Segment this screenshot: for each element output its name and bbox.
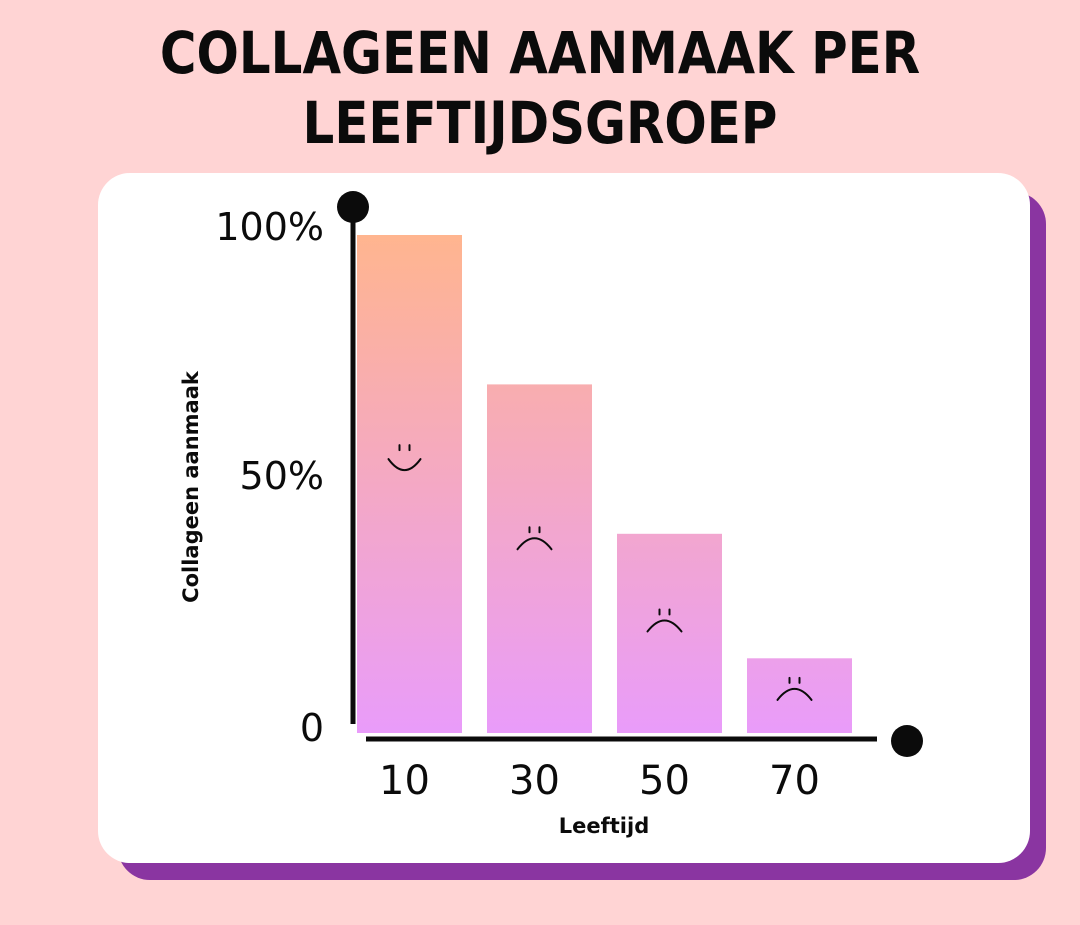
x-tick-label: 50 (639, 758, 690, 804)
x-tick-labels: 10 30 50 70 (379, 758, 820, 804)
sad-face-icon (516, 526, 553, 551)
bar-50 (617, 533, 722, 733)
y-axis-endpoint (337, 191, 369, 223)
bar-30 (487, 384, 592, 733)
x-axis-endpoint (891, 725, 923, 757)
bar-10 (357, 235, 462, 733)
bar-70 (747, 658, 852, 733)
faces-group (387, 444, 813, 701)
y-tick-label: 100% (215, 205, 324, 249)
y-tick-labels: 0 50% 100% (215, 205, 324, 750)
sad-face-icon (776, 676, 813, 701)
y-tick-label: 50% (240, 454, 324, 498)
x-tick-label: 70 (769, 758, 820, 804)
x-tick-label: 30 (509, 758, 560, 804)
smiley-face-icon (387, 444, 422, 472)
y-axis-label: Collageen aanmaak (179, 370, 203, 603)
x-axis-label: Leeftijd (559, 814, 649, 838)
chart-title: COLLAGEEN AANMAAK PER LEEFTIJDSGROEP (76, 18, 1005, 158)
bars-group (357, 235, 852, 733)
x-tick-label: 10 (379, 758, 430, 804)
chart-title-line-2: LEEFTIJDSGROEP (302, 89, 778, 157)
chart-title-line-1: COLLAGEEN AANMAAK PER (159, 19, 921, 87)
y-tick-label: 0 (300, 706, 324, 750)
sad-face-icon (646, 608, 683, 633)
